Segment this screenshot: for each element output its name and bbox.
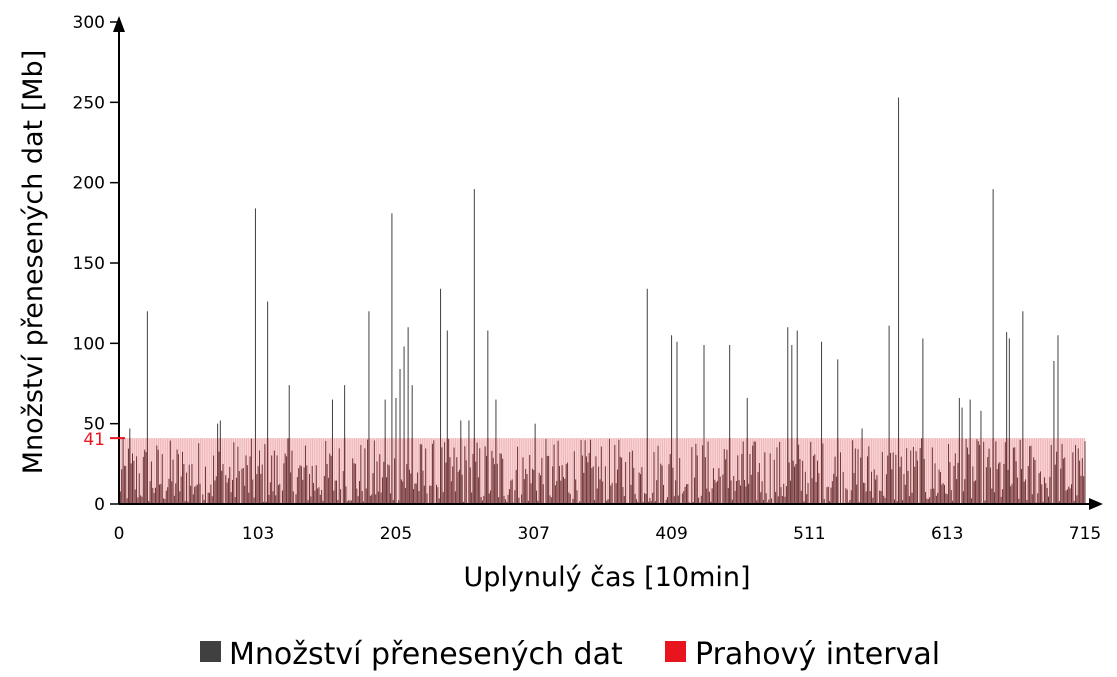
legend-label-threshold: Prahový interval bbox=[695, 637, 940, 672]
x-tick-label: 715 bbox=[1069, 524, 1101, 544]
x-axis-arrow bbox=[1089, 498, 1103, 510]
y-axis-arrow bbox=[113, 16, 125, 32]
x-tick-label: 409 bbox=[655, 524, 687, 544]
threshold-label: 41 bbox=[83, 430, 105, 450]
x-tick-label: 205 bbox=[380, 524, 412, 544]
legend-swatch-data bbox=[200, 641, 221, 662]
legend: Množství přenesených dat Prahový interva… bbox=[200, 637, 940, 672]
x-tick-label: 0 bbox=[114, 524, 125, 544]
legend-swatch-threshold bbox=[665, 641, 686, 662]
y-tick-label: 0 bbox=[94, 495, 105, 515]
x-axis-title: Uplynulý čas [10min] bbox=[463, 562, 750, 593]
y-tick-label: 100 bbox=[73, 334, 105, 354]
y-axis-title: Množství přenesených dat [Mb] bbox=[18, 50, 49, 474]
y-tick-label: 50 bbox=[83, 415, 105, 435]
y-tick-label: 250 bbox=[73, 93, 105, 113]
ticks-layer: 0 50 100 150 200 250 300 0 103 205 307 409 511 613 715… bbox=[73, 13, 1102, 544]
y-tick-label: 150 bbox=[73, 254, 105, 274]
y-tick-label: 300 bbox=[73, 13, 105, 33]
x-tick-label: 511 bbox=[793, 524, 825, 544]
legend-label-data: Množství přenesených dat bbox=[229, 637, 623, 672]
bars-layer bbox=[118, 97, 1086, 504]
x-tick-label: 103 bbox=[242, 524, 274, 544]
y-tick-label: 200 bbox=[73, 174, 105, 194]
x-tick-label: 307 bbox=[518, 524, 550, 544]
x-tick-label: 613 bbox=[931, 524, 963, 544]
